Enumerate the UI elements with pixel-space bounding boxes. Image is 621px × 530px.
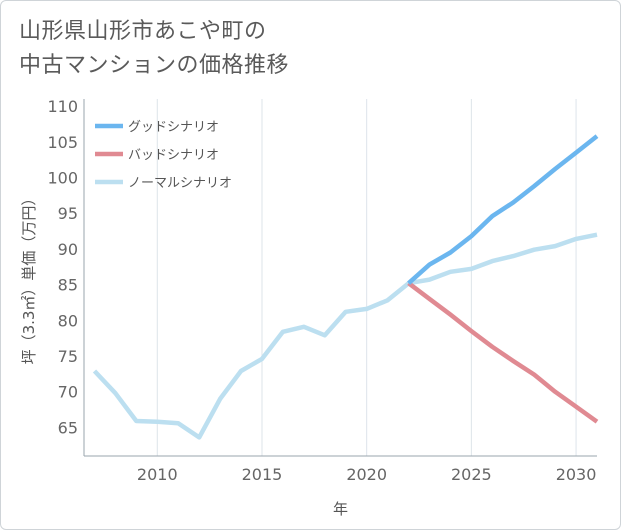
x-tick-label: 2020 [346, 465, 387, 484]
legend-label-2: バッドシナリオ [128, 148, 219, 163]
chart-title: 山形県山形市あこや町の 中古マンションの価格推移 [19, 15, 579, 83]
series-lines [92, 134, 599, 440]
y-axis-label: 坪（3.3㎡）単価（万円） [20, 191, 38, 365]
series-line-1 [407, 134, 599, 285]
x-tick-label: 2010 [137, 465, 178, 484]
grid [156, 99, 577, 456]
y-tick-label: 80 [58, 311, 78, 330]
y-tick-label: 95 [58, 204, 78, 223]
y-tick-label: 100 [47, 169, 78, 188]
y-tick-label: 65 [58, 418, 78, 437]
x-tick-label: 2030 [556, 465, 597, 484]
y-tick-label: 90 [58, 240, 78, 259]
legend-label-3: ノーマルシナリオ [128, 176, 232, 191]
y-tick-label: 85 [58, 276, 78, 295]
chart-title-line1: 山形県山形市あこや町の [19, 19, 267, 44]
axes: 65 70 75 80 85 90 95 100 105 110 2010 2015 2020 2025 2… [47, 97, 597, 484]
y-tick-label: 75 [58, 347, 78, 366]
chart-title-line2: 中古マンションの価格推移 [19, 53, 290, 78]
legend-label-1: グッドシナリオ [128, 120, 219, 135]
x-tick-label: 2015 [242, 465, 283, 484]
y-tick-label: 110 [47, 97, 78, 116]
x-axis-label: 年 [333, 500, 348, 518]
y-tick-label: 70 [58, 383, 78, 402]
series-line-3 [92, 232, 598, 440]
x-tick-label: 2025 [451, 465, 492, 484]
y-tick-label: 105 [47, 133, 78, 152]
series-line-2 [407, 281, 599, 424]
